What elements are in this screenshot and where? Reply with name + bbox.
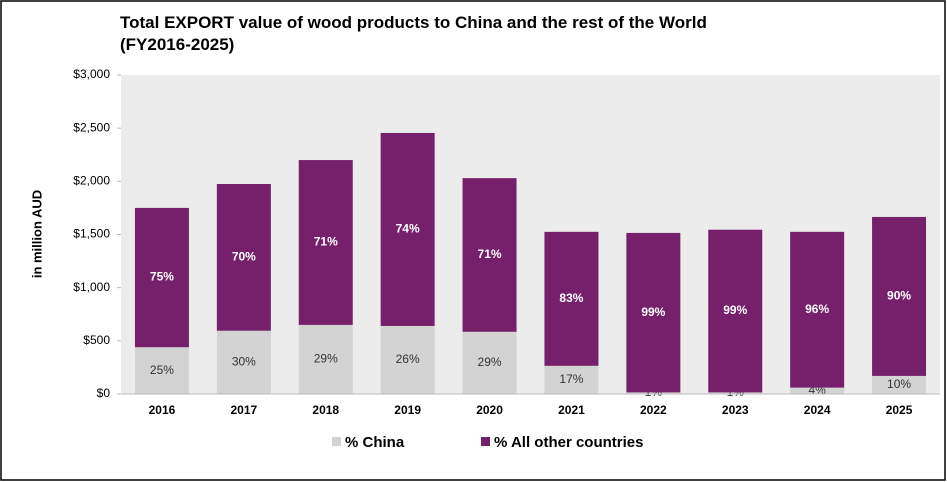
bar-segment bbox=[790, 231, 845, 388]
data-label: 96% bbox=[805, 302, 829, 316]
data-label: 10% bbox=[887, 377, 911, 391]
bar-segment bbox=[708, 229, 763, 393]
y-tick-label: $2,500 bbox=[73, 120, 110, 134]
legend-label: % All other countries bbox=[494, 434, 643, 451]
bar-segment bbox=[216, 183, 271, 331]
y-tick-label: $500 bbox=[83, 333, 110, 347]
data-label: 70% bbox=[232, 250, 256, 264]
x-tick-label: 2017 bbox=[230, 403, 257, 417]
bar-segment bbox=[462, 178, 517, 332]
bar-segment bbox=[462, 331, 517, 394]
data-label: 71% bbox=[314, 235, 338, 249]
legend-swatch bbox=[332, 437, 341, 446]
bar-segment bbox=[626, 392, 681, 394]
bar-segment bbox=[216, 330, 271, 394]
data-label: 26% bbox=[396, 352, 420, 366]
legend-label: % China bbox=[345, 434, 405, 451]
data-label: 74% bbox=[396, 222, 420, 236]
data-label: 99% bbox=[641, 305, 665, 319]
bar-segment bbox=[544, 231, 599, 366]
bar-segment bbox=[708, 392, 763, 394]
x-tick-label: 2024 bbox=[804, 403, 831, 417]
y-tick-label: $3,000 bbox=[73, 67, 110, 81]
data-label: 17% bbox=[559, 372, 583, 386]
x-tick-label: 2016 bbox=[149, 403, 176, 417]
data-label: 99% bbox=[723, 303, 747, 317]
y-axis-label: in million AUD bbox=[29, 190, 44, 278]
x-tick-label: 2025 bbox=[886, 403, 913, 417]
x-tick-label: 2021 bbox=[558, 403, 585, 417]
bar-segment bbox=[134, 207, 189, 348]
data-label: 90% bbox=[887, 289, 911, 303]
data-label: 29% bbox=[314, 352, 338, 366]
x-tick-label: 2022 bbox=[640, 403, 667, 417]
x-tick-label: 2018 bbox=[312, 403, 339, 417]
data-label: 75% bbox=[150, 270, 174, 284]
chart-title: Total EXPORT value of wood products to C… bbox=[120, 13, 707, 32]
data-label: 83% bbox=[559, 291, 583, 305]
bar-segment bbox=[544, 365, 599, 394]
y-tick-label: $0 bbox=[97, 386, 111, 400]
bar-segment bbox=[134, 347, 189, 394]
bar-segment bbox=[298, 324, 353, 394]
x-tick-label: 2019 bbox=[394, 403, 421, 417]
x-tick-label: 2020 bbox=[476, 403, 503, 417]
x-tick-label: 2023 bbox=[722, 403, 749, 417]
data-label: 71% bbox=[478, 247, 502, 261]
bar-segment bbox=[380, 132, 435, 326]
y-tick-label: $1,000 bbox=[73, 280, 110, 294]
bar-segment bbox=[872, 375, 927, 394]
data-label: 29% bbox=[478, 355, 502, 369]
bar-segment bbox=[626, 232, 681, 393]
y-tick-label: $2,000 bbox=[73, 174, 110, 188]
data-label: 30% bbox=[232, 355, 256, 369]
legend-swatch bbox=[481, 437, 490, 446]
bar-segment bbox=[380, 325, 435, 394]
chart-subtitle: (FY2016-2025) bbox=[120, 35, 234, 54]
bar-segment bbox=[872, 216, 927, 376]
data-label: 25% bbox=[150, 363, 174, 377]
bar-segment bbox=[790, 387, 845, 394]
y-tick-label: $1,500 bbox=[73, 227, 110, 241]
bar-segment bbox=[298, 160, 353, 325]
